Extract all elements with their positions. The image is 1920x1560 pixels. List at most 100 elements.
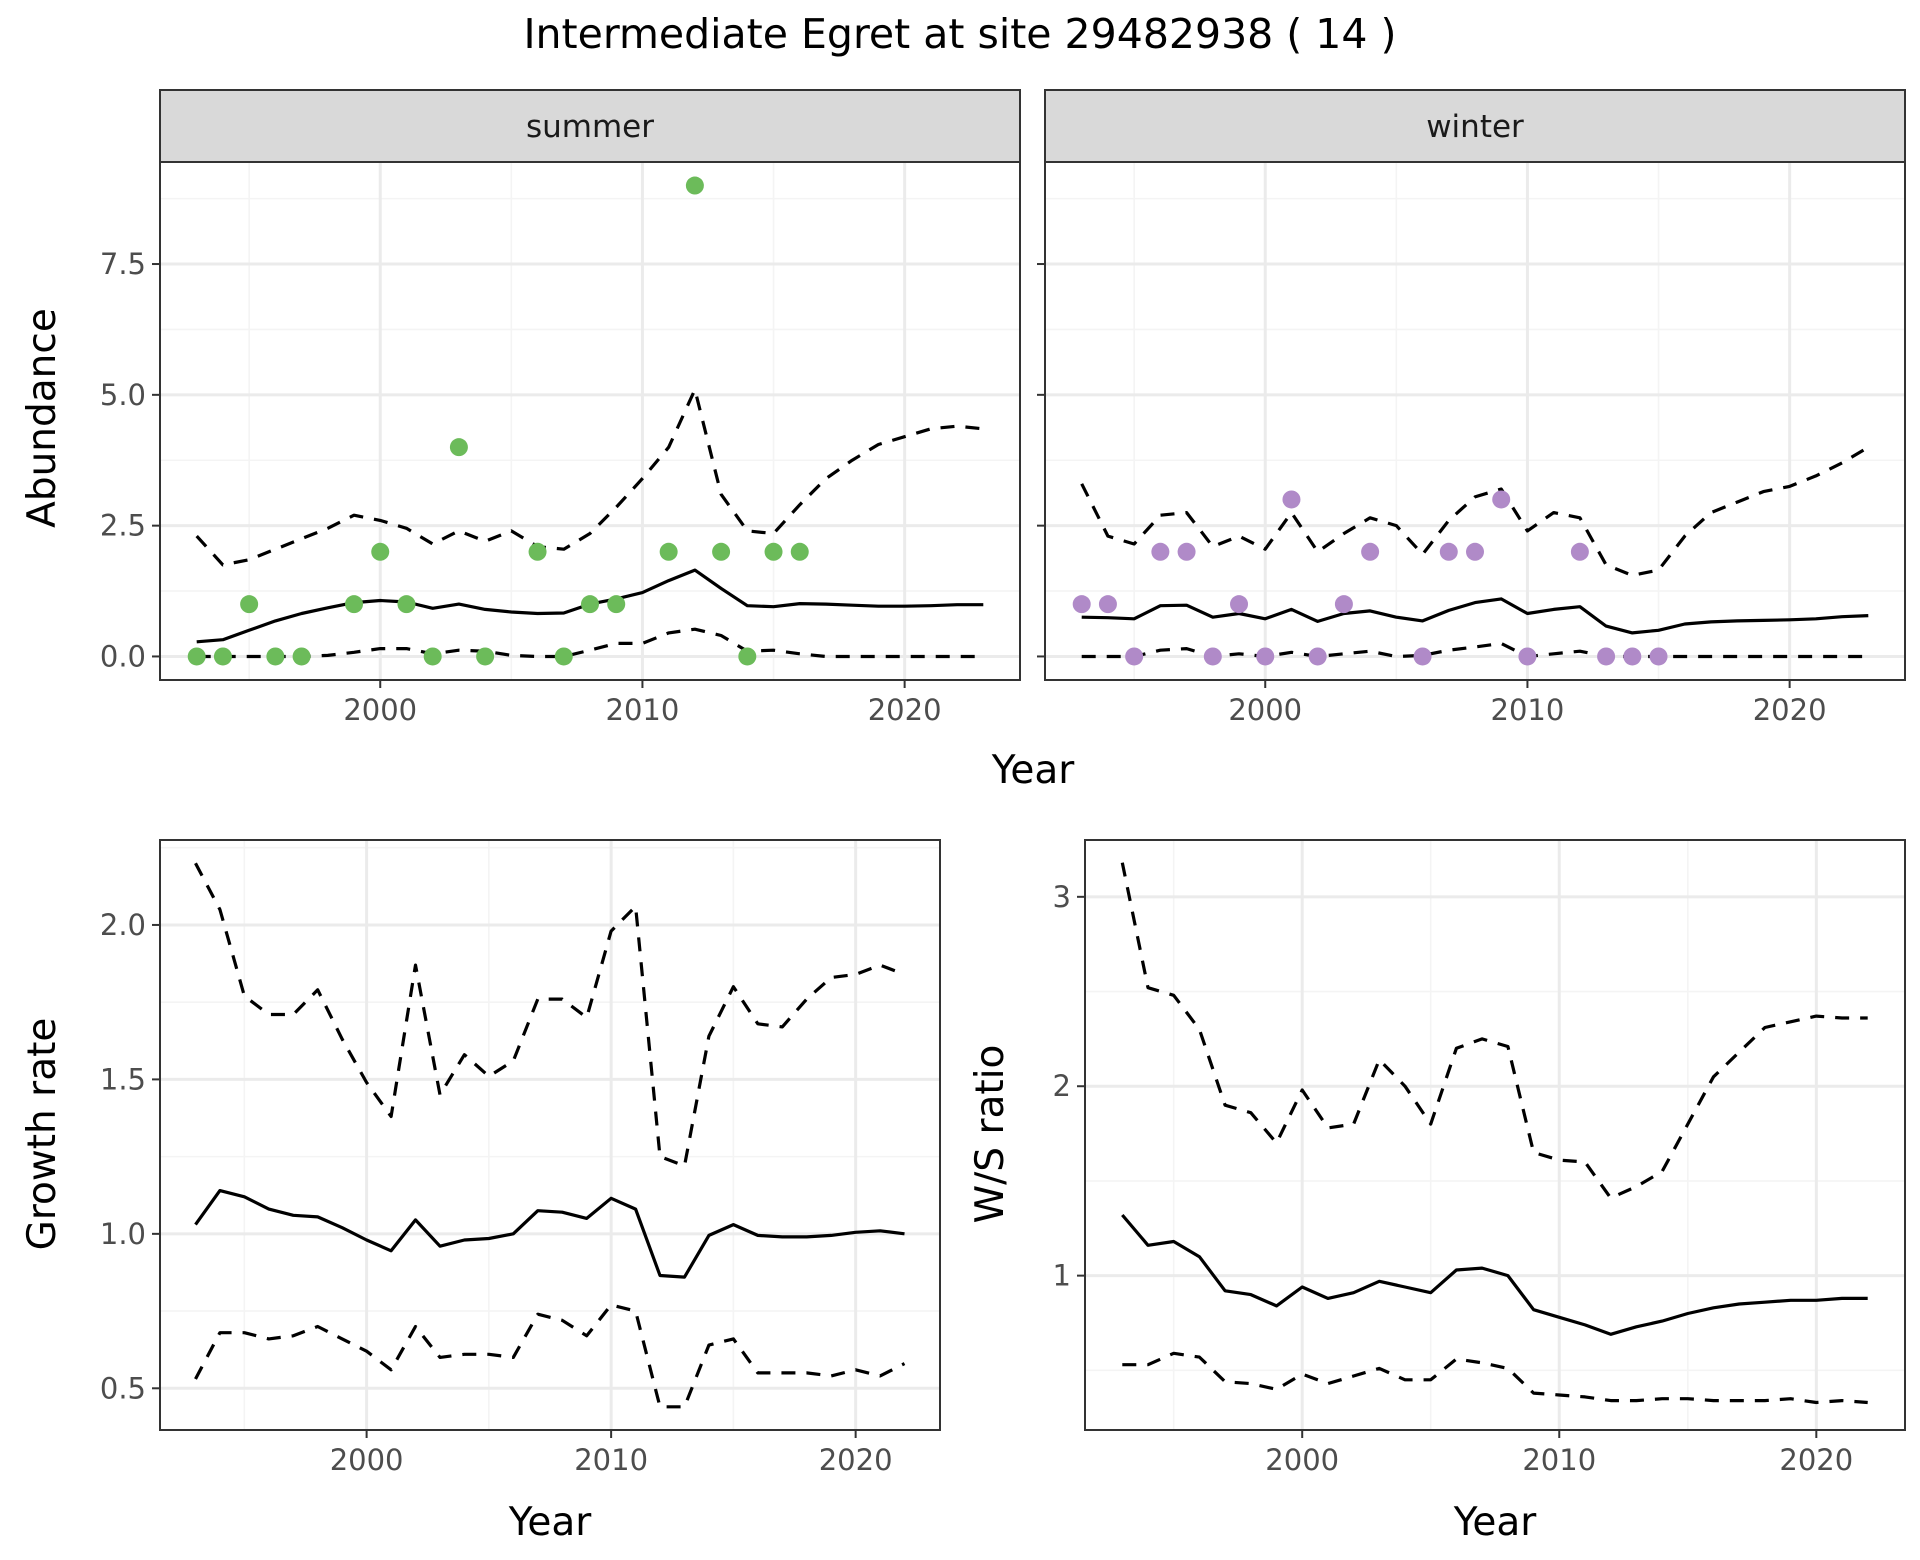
ratio-x-tick-label: 2000 bbox=[1265, 1443, 1339, 1477]
winter-mean-line bbox=[1081, 597, 1869, 635]
ratio-lower-line bbox=[1122, 1351, 1868, 1405]
winter-data-point bbox=[1492, 490, 1511, 509]
winter-data-point bbox=[1282, 490, 1301, 509]
winter-data-point bbox=[1334, 595, 1353, 614]
winter-data-point bbox=[1256, 647, 1275, 666]
winter-data-point bbox=[1125, 647, 1144, 666]
winter-data-point bbox=[1597, 647, 1616, 666]
strip-label-summer: summer bbox=[526, 109, 654, 145]
growth-x-axis-title: Year bbox=[508, 1500, 593, 1545]
summer-lower-line bbox=[196, 627, 984, 659]
summer-plot-background bbox=[160, 162, 1020, 680]
winter-data-point bbox=[1518, 647, 1537, 666]
growth-y-tick-label: 0.5 bbox=[100, 1371, 146, 1405]
abundance-y-axis-title: Abundance bbox=[20, 308, 65, 528]
summer-x-tick-label: 2010 bbox=[606, 693, 680, 727]
ratio-panel: 2000 2010 2020 1 2 3 W/S ratio Year bbox=[968, 839, 1906, 1545]
winter-data-point bbox=[1466, 542, 1484, 561]
chart-title: Intermediate Egret at site 29482938 ( 14… bbox=[523, 10, 1396, 58]
winter-data-point bbox=[1098, 595, 1117, 614]
ratio-plot-background bbox=[1085, 840, 1905, 1430]
winter-data-point bbox=[1308, 647, 1327, 666]
summer-y-tick-label: 2.5 bbox=[100, 509, 146, 543]
winter-x-tick-label: 2010 bbox=[1491, 693, 1565, 727]
winter-upper-line bbox=[1080, 445, 1870, 577]
growth-y-tick-label: 1.5 bbox=[100, 1062, 146, 1096]
growth-x-tick-label: 2000 bbox=[330, 1443, 404, 1477]
winter-data-point bbox=[1570, 542, 1589, 561]
ratio-x-tick-label: 2010 bbox=[1522, 1443, 1596, 1477]
ratio-x-tick-label: 2020 bbox=[1779, 1443, 1853, 1477]
summer-data-point bbox=[659, 542, 678, 561]
growth-lower-line bbox=[194, 1303, 906, 1409]
winter-data-point bbox=[1361, 542, 1380, 561]
winter-data-point bbox=[1649, 647, 1668, 666]
summer-upper-line bbox=[195, 388, 984, 567]
growth-plot: 2000 2010 2020 0.5 1.0 1.5 2.0 bbox=[100, 839, 941, 1477]
growth-x-tick-label: 2010 bbox=[574, 1443, 648, 1477]
summer-data-point bbox=[712, 542, 731, 561]
ratio-plot: 2000 2010 2020 1 2 3 bbox=[1053, 839, 1906, 1477]
abundance-panel: summer winter 2000 2010 2020 0.0 2.5 5.0 7.5 2… bbox=[20, 89, 1906, 793]
summer-x-tick-label: 2020 bbox=[868, 693, 942, 727]
winter-data-point bbox=[1203, 647, 1222, 666]
facet-summer-plot: 2000 2010 2020 0.0 2.5 5.0 7.5 bbox=[100, 161, 1021, 727]
winter-data-point bbox=[1439, 542, 1458, 561]
growth-upper-line bbox=[194, 862, 906, 1168]
summer-x-tick-label: 2000 bbox=[343, 693, 417, 727]
summer-data-point bbox=[554, 647, 573, 666]
ratio-x-axis-title: Year bbox=[1453, 1500, 1538, 1545]
ratio-panel-border bbox=[1084, 839, 1906, 1431]
summer-data-point bbox=[476, 647, 495, 666]
winter-panel-border bbox=[1044, 161, 1906, 681]
growth-panel-border bbox=[159, 839, 941, 1431]
summer-data-point bbox=[266, 647, 285, 666]
summer-data-point bbox=[240, 595, 259, 614]
growth-y-axis-title: Growth rate bbox=[20, 1018, 65, 1251]
growth-x-tick-label: 2020 bbox=[819, 1443, 893, 1477]
summer-data-point bbox=[423, 647, 442, 666]
summer-data-point bbox=[764, 542, 783, 561]
growth-mean-line bbox=[194, 1189, 905, 1279]
summer-data-point bbox=[685, 176, 704, 195]
strip-summer bbox=[159, 89, 1021, 163]
winter-plot-background bbox=[1045, 162, 1905, 680]
winter-data-point bbox=[1151, 542, 1170, 561]
summer-data-point bbox=[607, 595, 626, 614]
growth-panel: 2000 2010 2020 0.5 1.0 1.5 2.0 Growth rate Yea… bbox=[20, 839, 941, 1545]
summer-data-point bbox=[345, 595, 364, 614]
strip-winter bbox=[1044, 89, 1906, 163]
winter-data-point bbox=[1413, 647, 1432, 666]
summer-data-point bbox=[397, 595, 416, 614]
growth-plot-background bbox=[160, 840, 940, 1430]
strip-label-winter: winter bbox=[1426, 109, 1524, 145]
summer-y-tick-label: 5.0 bbox=[100, 378, 146, 412]
ratio-y-axis-title: W/S ratio bbox=[968, 1045, 1013, 1224]
summer-data-point bbox=[213, 647, 232, 666]
winter-data-point bbox=[1072, 595, 1091, 614]
winter-x-tick-label: 2020 bbox=[1753, 693, 1827, 727]
summer-y-tick-label: 0.0 bbox=[100, 639, 146, 673]
ratio-y-tick-label: 1 bbox=[1053, 1259, 1071, 1293]
summer-data-point bbox=[581, 595, 599, 614]
summer-data-point bbox=[292, 647, 311, 666]
summer-data-point bbox=[528, 542, 547, 561]
ratio-y-tick-label: 2 bbox=[1053, 1069, 1071, 1103]
ratio-mean-line bbox=[1121, 1213, 1868, 1336]
summer-data-point bbox=[187, 647, 206, 666]
winter-data-point bbox=[1623, 647, 1642, 666]
abundance-x-axis-title: Year bbox=[991, 748, 1076, 793]
winter-data-point bbox=[1230, 595, 1249, 614]
ratio-y-tick-label: 3 bbox=[1053, 880, 1071, 914]
summer-y-tick-label: 7.5 bbox=[100, 247, 146, 281]
winter-x-tick-label: 2000 bbox=[1228, 693, 1302, 727]
summer-data-point bbox=[790, 542, 809, 561]
summer-panel-border bbox=[159, 161, 1021, 681]
summer-data-point bbox=[738, 647, 757, 666]
summer-data-point bbox=[449, 438, 468, 457]
facet-winter-plot: 2000 2010 2020 bbox=[1037, 161, 1906, 727]
summer-data-point bbox=[371, 542, 390, 561]
winter-data-point bbox=[1177, 542, 1196, 561]
growth-y-tick-label: 1.0 bbox=[100, 1217, 146, 1251]
